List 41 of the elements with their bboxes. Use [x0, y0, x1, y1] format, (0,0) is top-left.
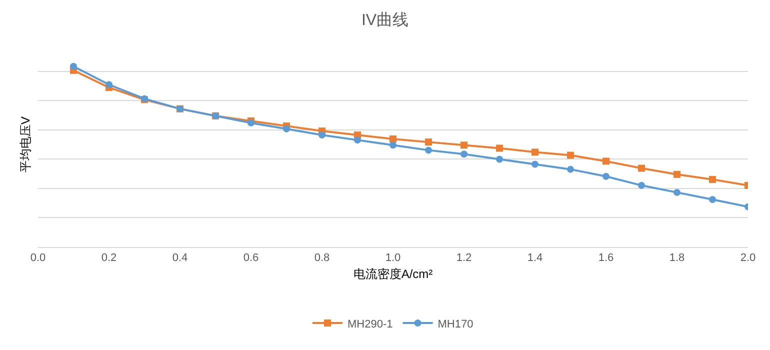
chart-title: IV曲线 — [361, 11, 409, 30]
point — [460, 150, 468, 158]
point — [602, 158, 610, 165]
x-tick-label: 0.6 — [243, 252, 259, 264]
point — [318, 132, 326, 139]
x-tick-label: 1.2 — [456, 252, 472, 264]
legend-label: MH290-1 — [348, 318, 393, 330]
point — [460, 142, 468, 149]
point — [425, 138, 432, 146]
point — [532, 160, 538, 168]
point — [532, 148, 538, 156]
point — [354, 136, 361, 144]
point — [709, 176, 716, 183]
x-tick-label: 0.4 — [172, 252, 188, 264]
point — [70, 62, 77, 70]
point — [496, 144, 503, 152]
point — [674, 188, 680, 196]
y-axis-title: 平均电压V — [18, 116, 32, 173]
x-axis-title: 电流密度A/cm² — [353, 267, 433, 282]
point — [390, 142, 396, 149]
x-tick-label: 0.2 — [101, 252, 117, 264]
point — [283, 125, 290, 132]
point — [106, 81, 112, 88]
point — [709, 196, 716, 203]
point — [567, 152, 574, 159]
point — [674, 170, 680, 178]
x-tick-label: 1.6 — [598, 252, 614, 264]
x-tick-label: 1.0 — [385, 252, 401, 264]
point — [496, 156, 503, 163]
point — [602, 172, 610, 180]
point — [638, 182, 645, 189]
x-tick-label: 2.0 — [740, 252, 756, 264]
point — [567, 166, 574, 173]
x-tick-label: 1.8 — [669, 252, 685, 264]
x-tick-label: 0.8 — [314, 252, 330, 264]
point — [390, 135, 396, 142]
point — [425, 146, 432, 154]
point — [638, 164, 645, 172]
x-tick-label: 1.4 — [527, 252, 543, 264]
x-tick-label: 0.0 — [30, 252, 46, 264]
legend-label: MH170 — [438, 318, 474, 330]
